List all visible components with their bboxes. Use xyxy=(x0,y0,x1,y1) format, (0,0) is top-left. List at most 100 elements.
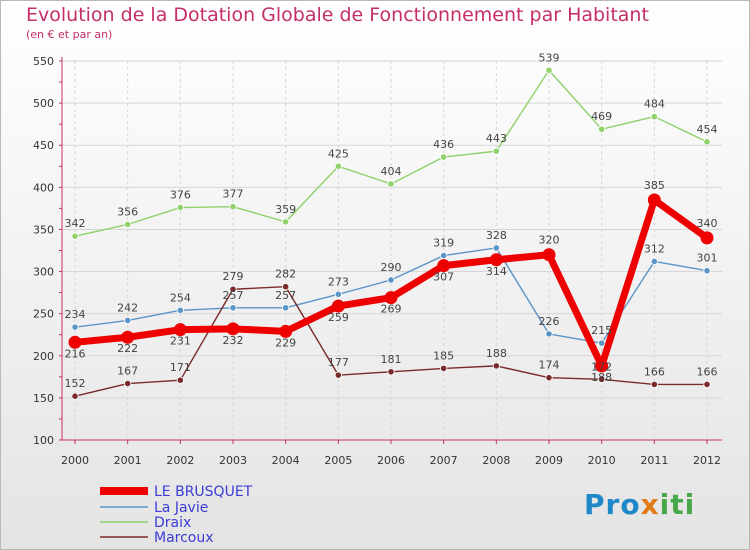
proxiti-logo: Proxiti xyxy=(584,488,695,521)
data-label-marcoux-2009: 174 xyxy=(539,359,560,372)
data-label-le_brusquet-2008: 314 xyxy=(486,265,507,278)
y-tick-label-500: 500 xyxy=(33,97,54,110)
data-label-le_brusquet-2006: 269 xyxy=(381,303,402,316)
data-label-draix-2003: 377 xyxy=(223,188,244,201)
point-la_javie-2004 xyxy=(282,304,290,312)
point-marcoux-2001 xyxy=(124,379,132,388)
data-label-marcoux-2012: 166 xyxy=(697,365,718,378)
point-le_brusquet-2010 xyxy=(595,359,609,373)
point-draix-2007 xyxy=(440,153,448,161)
chart-title: Evolution de la Dotation Globale de Fonc… xyxy=(26,4,649,26)
point-la_javie-2006 xyxy=(387,276,395,284)
x-tick-label-2011: 2011 xyxy=(640,454,668,467)
y-tick-label-350: 350 xyxy=(33,223,54,236)
y-tick-label-200: 200 xyxy=(33,350,54,363)
data-label-le_brusquet-2001: 222 xyxy=(117,342,138,355)
x-tick-label-2012: 2012 xyxy=(693,454,721,467)
point-draix-2012 xyxy=(703,138,711,146)
data-label-la_javie-2012: 301 xyxy=(697,252,718,265)
data-label-la_javie-2009: 226 xyxy=(539,315,560,328)
x-tick-label-2003: 2003 xyxy=(219,454,247,467)
data-label-le_brusquet-2009: 320 xyxy=(539,234,560,247)
y-tick-label-550: 550 xyxy=(33,55,54,68)
x-tick-label-2006: 2006 xyxy=(377,454,405,467)
point-draix-2002 xyxy=(176,203,184,212)
legend-label-draix: Draix xyxy=(154,515,191,531)
legend-label-la_javie: La Javie xyxy=(154,500,208,516)
point-la_javie-2011 xyxy=(650,257,658,266)
point-le_brusquet-2009 xyxy=(542,248,556,262)
y-tick-label-250: 250 xyxy=(33,308,54,321)
point-marcoux-2003 xyxy=(229,285,237,293)
x-tick-label-2010: 2010 xyxy=(588,454,616,467)
x-tick-label-2004: 2004 xyxy=(272,454,300,467)
point-draix-2004 xyxy=(282,218,290,226)
x-tick-label-2002: 2002 xyxy=(166,454,194,467)
data-label-la_javie-2000: 234 xyxy=(65,308,86,321)
data-label-marcoux-2010: 172 xyxy=(591,360,612,373)
data-label-la_javie-2006: 290 xyxy=(381,261,402,274)
point-la_javie-2009 xyxy=(545,330,553,338)
point-draix-2000 xyxy=(71,232,79,240)
data-label-marcoux-2011: 166 xyxy=(644,365,665,378)
data-label-draix-2006: 404 xyxy=(381,165,402,178)
data-label-marcoux-2004: 282 xyxy=(275,268,296,281)
data-label-le_brusquet-2004: 229 xyxy=(275,336,296,349)
x-tick-label-2005: 2005 xyxy=(324,454,352,467)
data-label-marcoux-2002: 171 xyxy=(170,361,191,374)
point-le_brusquet-2002 xyxy=(173,323,187,337)
data-label-draix-2011: 484 xyxy=(644,98,665,111)
point-la_javie-2010 xyxy=(598,339,606,347)
data-label-le_brusquet-2011: 385 xyxy=(644,179,665,192)
data-label-draix-2008: 443 xyxy=(486,132,507,145)
data-label-la_javie-2001: 242 xyxy=(117,301,138,314)
point-marcoux-2012 xyxy=(703,380,711,389)
data-label-la_javie-2002: 254 xyxy=(170,291,191,304)
data-label-la_javie-2010: 215 xyxy=(591,324,612,337)
point-le_brusquet-2012 xyxy=(700,231,714,245)
point-marcoux-2009 xyxy=(545,374,553,382)
point-la_javie-2005 xyxy=(334,290,342,298)
point-draix-2009 xyxy=(545,66,553,74)
data-label-marcoux-2005: 177 xyxy=(328,356,349,369)
data-label-marcoux-2008: 188 xyxy=(486,347,507,360)
data-label-le_brusquet-2000: 216 xyxy=(65,347,86,360)
point-le_brusquet-2008 xyxy=(489,253,503,267)
logo-part-3: iti xyxy=(659,488,696,521)
data-label-draix-2001: 356 xyxy=(117,205,138,218)
y-tick-label-150: 150 xyxy=(33,392,54,405)
data-label-draix-2009: 539 xyxy=(539,51,560,64)
x-tick-label-2008: 2008 xyxy=(482,454,510,467)
data-label-draix-2004: 359 xyxy=(275,203,296,216)
x-tick-label-2009: 2009 xyxy=(535,454,563,467)
point-draix-2011 xyxy=(650,112,658,121)
y-tick-label-100: 100 xyxy=(33,434,54,447)
logo-part-1: Pro xyxy=(584,488,641,521)
point-le_brusquet-2007 xyxy=(437,259,451,273)
logo-part-2: x xyxy=(640,488,660,521)
data-label-la_javie-2007: 319 xyxy=(433,237,454,250)
point-marcoux-2000 xyxy=(71,392,79,400)
data-label-draix-2010: 469 xyxy=(591,110,612,123)
data-label-la_javie-2008: 328 xyxy=(486,229,507,242)
x-tick-label-2007: 2007 xyxy=(430,454,458,467)
point-la_javie-2000 xyxy=(71,323,79,331)
point-marcoux-2011 xyxy=(650,380,658,389)
point-draix-2005 xyxy=(334,162,342,170)
data-label-la_javie-2003: 257 xyxy=(223,289,244,302)
data-label-draix-2005: 425 xyxy=(328,147,349,160)
point-marcoux-2008 xyxy=(492,362,500,370)
point-draix-2001 xyxy=(124,220,132,228)
point-draix-2008 xyxy=(492,147,500,155)
data-label-le_brusquet-2007: 307 xyxy=(433,271,454,284)
data-label-draix-2000: 342 xyxy=(65,217,86,230)
data-labels: 342 356 376 377 359 425 404 436 443 539 469 484 454 2… xyxy=(65,51,718,390)
data-label-le_brusquet-2005: 259 xyxy=(328,311,349,324)
data-label-marcoux-2000: 152 xyxy=(65,377,86,390)
data-label-le_brusquet-2010: 188 xyxy=(591,371,612,384)
point-le_brusquet-2006 xyxy=(384,291,398,305)
y-tick-label-300: 300 xyxy=(33,266,54,279)
point-la_javie-2003 xyxy=(229,304,237,312)
legend-label-le_brusquet: LE BRUSQUET xyxy=(154,484,253,500)
data-label-draix-2007: 436 xyxy=(433,138,454,151)
